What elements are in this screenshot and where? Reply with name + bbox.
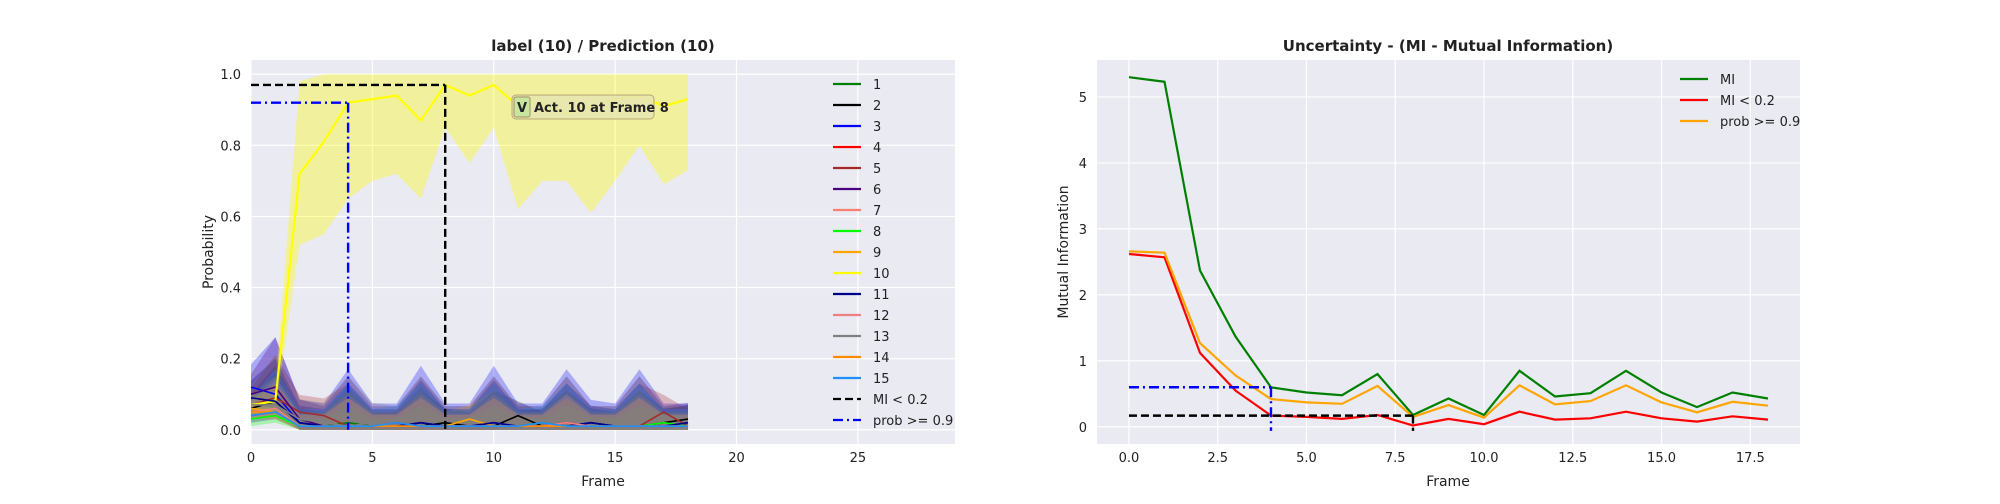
y-tick-label: 0.2 [220, 353, 241, 368]
x-tick-label: 7.5 [1385, 451, 1406, 466]
band-1 [251, 372, 688, 430]
x-tick-label: 17.5 [1736, 451, 1765, 466]
band-9 [251, 376, 688, 430]
legend-label: 2 [873, 99, 881, 114]
x-tick-label: 15 [607, 451, 624, 466]
legend-label: prob >= 0.9 [1720, 115, 1800, 130]
x-tick-label: 5.0 [1296, 451, 1317, 466]
threshold-lines [1128, 386, 1415, 431]
legend-label: prob >= 0.9 [873, 414, 953, 429]
legend-label: 5 [873, 162, 881, 177]
annotation-badge: V [517, 101, 527, 116]
y-tick-label: 0.0 [220, 424, 241, 439]
legend-label: MI [1720, 73, 1735, 88]
band-4 [251, 383, 688, 430]
series-line-MI [1128, 76, 1769, 417]
legend-label: 12 [873, 309, 890, 324]
y-axis-label: Mutual Information [1056, 185, 1072, 318]
legend-label: 15 [873, 372, 890, 387]
legend-label: 7 [873, 204, 881, 219]
x-tick-label: 0.0 [1119, 451, 1140, 466]
x-axis-label: Frame [1426, 474, 1470, 490]
x-tick-label: 2.5 [1207, 451, 1228, 466]
band-11 [251, 358, 688, 430]
legend: MI MI < 0.2 prob >= 0.9 [1680, 73, 1800, 130]
x-tick-label: 5 [368, 451, 376, 466]
legend-label: 4 [873, 141, 881, 156]
legend-label: 10 [873, 267, 890, 282]
series-line-15 [250, 411, 688, 428]
x-tick-label: 10 [485, 451, 502, 466]
band-13 [251, 355, 688, 430]
series-line-MI < 0.2 [1128, 252, 1769, 427]
y-tick-label: 0.8 [220, 139, 241, 154]
x-tick-labels: 0.0 2.5 5.0 7.5 10.0 12.5 15.0 17.5 [1119, 451, 1765, 466]
legend-label: 11 [873, 288, 890, 303]
series-lines [1128, 76, 1769, 427]
chart-title: label (10) / Prediction (10) [491, 37, 714, 55]
annotation-badge-box [513, 96, 531, 118]
x-tick-label: 12.5 [1558, 451, 1587, 466]
band-14 [251, 383, 688, 430]
grid [250, 60, 955, 444]
legend-label: 3 [873, 120, 881, 135]
legend-label: 6 [873, 183, 881, 198]
annotation-text: Act. 10 at Frame 8 [534, 101, 669, 116]
y-tick-label: 0.4 [220, 282, 241, 297]
band-7 [251, 376, 688, 430]
band-6 [251, 337, 688, 430]
y-axis-label: Probability [201, 215, 217, 289]
y-tick-label: 3 [1079, 223, 1087, 238]
y-tick-label: 2 [1079, 289, 1087, 304]
y-tick-label: 1.0 [220, 68, 241, 83]
x-tick-label: 10.0 [1470, 451, 1499, 466]
series-line-prob >= 0.9 [1128, 250, 1769, 419]
legend-label: 8 [873, 225, 881, 240]
x-tick-labels: 0 5 10 15 20 25 [247, 451, 866, 466]
legend-label: 1 [873, 78, 881, 93]
legend-label: 13 [873, 330, 890, 345]
y-tick-label: 0.6 [220, 210, 241, 225]
band-15 [251, 369, 688, 430]
uncertainty-chart: 0.0 2.5 5.0 7.5 10.0 12.5 15.0 17.5 0 1 2 3 4 5 Unce… [1056, 37, 1800, 490]
plot-area [1097, 60, 1800, 444]
y-tick-label: 1 [1079, 355, 1087, 370]
legend-label: 14 [873, 351, 890, 366]
band-10 [251, 74, 688, 416]
band-8 [251, 394, 688, 430]
x-tick-label: 0 [247, 451, 255, 466]
y-tick-label: 4 [1079, 157, 1087, 172]
uncertainty-bands [251, 74, 688, 430]
band-5 [251, 355, 688, 430]
legend-label: MI < 0.2 [873, 393, 928, 408]
band-2 [251, 365, 688, 430]
grid [1097, 60, 1800, 444]
y-tick-labels: 0 1 2 3 4 5 [1079, 91, 1087, 436]
prediction-chart: 0 5 10 15 20 25 0.00.20.40.60.81.0 label (10)… [201, 37, 955, 490]
threshold-lines [251, 83, 447, 430]
detection-annotation: V Act. 10 at Frame 8 [511, 94, 669, 120]
x-axis-label: Frame [581, 474, 625, 490]
y-tick-label: 5 [1079, 91, 1087, 106]
chart-title: Uncertainty - (MI - Mutual Information) [1283, 37, 1613, 55]
annotation-box [511, 94, 655, 120]
x-tick-label: 15.0 [1647, 451, 1676, 466]
band-3 [251, 337, 688, 430]
legend-label: MI < 0.2 [1720, 94, 1775, 109]
legend-label: 9 [873, 246, 881, 261]
x-tick-label: 20 [728, 451, 745, 466]
y-tick-labels: 0.0 0.2 0.4 0.6 0.8 1.0 [220, 68, 241, 439]
band-12 [251, 380, 688, 430]
y-tick-label: 0 [1079, 421, 1087, 436]
x-tick-label: 25 [850, 451, 867, 466]
